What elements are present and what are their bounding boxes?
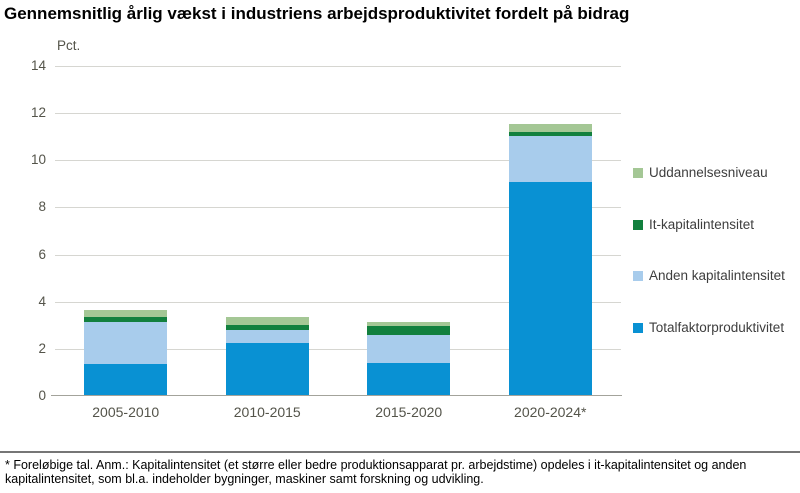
gridline (55, 254, 621, 256)
stacked-bar-2020-2024* (508, 123, 592, 396)
legend-item-label: Anden kapitalintensitet (649, 268, 785, 283)
legend-item-it-kapitalintensitet: It-kapitalintensitet (633, 217, 754, 232)
bar-segment-Totalfaktorproduktivitet (367, 363, 451, 396)
anden-kapitalintensitet-swatch-icon (633, 270, 643, 281)
y-tick-label: 8 (38, 199, 46, 215)
y-tick-label: 4 (38, 293, 46, 309)
footnote-separator (0, 451, 800, 453)
bar-segment-Totalfaktorproduktivitet (508, 181, 592, 396)
plot-area (55, 66, 621, 396)
chart-area: Pct. 0 2 4 6 8 10 12 14 2005-2010 2010-2015 2015-… (30, 38, 785, 420)
gridline (55, 207, 621, 209)
gridline (55, 160, 621, 162)
uddannelsesniveau-swatch-icon (633, 167, 643, 178)
stacked-bar-2005-2010 (84, 310, 168, 396)
bar-segment-Uddannelsesniveau (508, 123, 592, 133)
bar-segment-Anden kapitalintensitet (84, 321, 168, 365)
y-tick-label: 14 (30, 58, 46, 73)
bar-segment-Totalfaktorproduktivitet (225, 342, 309, 396)
stacked-bar-2015-2020 (367, 321, 451, 396)
legend-item-label: It-kapitalintensitet (649, 217, 755, 232)
footnote: * Foreløbige tal. Anm.: Kapitalintensite… (5, 458, 797, 486)
x-tick-label: 2010-2015 (233, 404, 301, 420)
x-axis-line (51, 395, 622, 396)
y-tick-label: 0 (38, 388, 46, 403)
totalfaktorproduktivitet-swatch-icon (633, 322, 643, 333)
bar-segment-It-kapitalintensitet (84, 317, 168, 322)
stacked-bar-2010-2015 (225, 317, 309, 396)
legend-item-anden-kapitalintensitet: Anden kapitalintensitet (633, 268, 785, 283)
x-tick-label: 2020-2024* (514, 404, 587, 420)
gridline (55, 348, 621, 350)
bar-segment-Uddannelsesniveau (225, 317, 309, 326)
gridline (55, 113, 621, 115)
footnote-line2: kapitalintensitet, som bl.a. indeholder … (5, 472, 484, 486)
legend-item-label: Totalfaktorproduktivitet (649, 320, 785, 335)
bar-segment-Anden kapitalintensitet (367, 334, 451, 363)
legend-item-label: Uddannelsesniveau (649, 165, 768, 180)
footnote-line1: * Foreløbige tal. Anm.: Kapitalintensite… (5, 458, 747, 472)
y-tick-label: 2 (38, 340, 46, 356)
y-axis-unit-label: Pct. (57, 38, 81, 53)
x-tick-label: 2015-2020 (375, 404, 443, 420)
y-tick-label: 12 (30, 105, 46, 121)
chart-title: Gennemsnitlig årlig vækst i industriens … (4, 4, 630, 23)
it-kapitalintensitet-swatch-icon (633, 219, 643, 230)
gridline (55, 301, 621, 303)
x-tick-label: 2005-2010 (92, 404, 160, 420)
bar-segment-Uddannelsesniveau (84, 310, 168, 318)
bar-segment-It-kapitalintensitet (508, 132, 592, 136)
bar-segment-It-kapitalintensitet (225, 325, 309, 331)
legend-item-totalfaktorproduktivitet: Totalfaktorproduktivitet (633, 320, 784, 335)
bar-segment-It-kapitalintensitet (367, 326, 451, 335)
y-tick-label: 10 (30, 152, 46, 168)
bar-segment-Uddannelsesniveau (367, 321, 451, 327)
gridline (55, 66, 621, 67)
bar-segment-Totalfaktorproduktivitet (84, 364, 168, 396)
bar-segment-Anden kapitalintensitet (508, 135, 592, 182)
legend-item-uddannelsesniveau: Uddannelsesniveau (633, 165, 768, 180)
y-tick-label: 6 (38, 246, 46, 262)
bar-segment-Anden kapitalintensitet (225, 330, 309, 343)
